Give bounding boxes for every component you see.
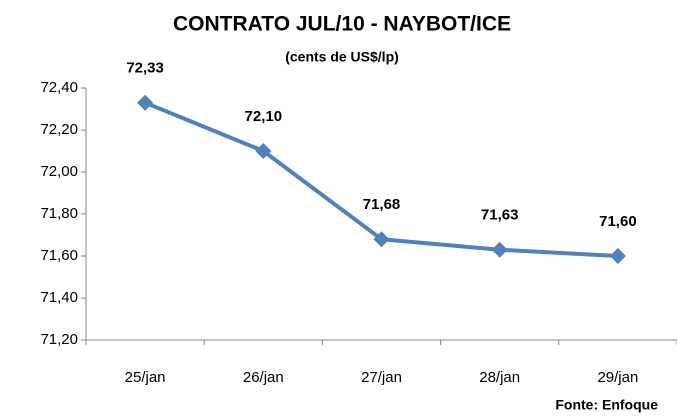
data-label: 72,10: [245, 108, 283, 125]
data-point: [255, 143, 272, 159]
x-tick-label: 29/jan: [597, 369, 638, 386]
chart-subtitle: (cents de US$/lp): [285, 49, 399, 65]
source-note: Fonte: Enfoque: [555, 397, 658, 413]
data-label: 71,68: [363, 196, 401, 213]
x-tick-label: 27/jan: [361, 369, 402, 386]
x-tick-label: 28/jan: [479, 369, 520, 386]
data-label: 71,63: [481, 207, 519, 224]
data-label: 72,33: [126, 60, 164, 77]
data-label: 71,60: [599, 213, 637, 230]
y-tick-label: 72,40: [40, 79, 78, 96]
chart-title: CONTRATO JUL/10 - NAYBOT/ICE: [173, 13, 511, 36]
y-tick-label: 71,80: [40, 205, 78, 222]
data-point: [373, 231, 390, 248]
data-point: [137, 94, 154, 111]
x-tick-label: 26/jan: [243, 369, 284, 386]
data-point: [609, 248, 626, 264]
data-point: [491, 241, 508, 258]
y-tick-label: 72,00: [40, 163, 78, 180]
x-tick-label: 25/jan: [125, 369, 166, 386]
y-tick-label: 72,20: [40, 121, 78, 138]
y-tick-label: 71,40: [40, 289, 78, 306]
y-tick-label: 71,60: [40, 247, 78, 264]
y-tick-label: 71,20: [40, 331, 78, 348]
